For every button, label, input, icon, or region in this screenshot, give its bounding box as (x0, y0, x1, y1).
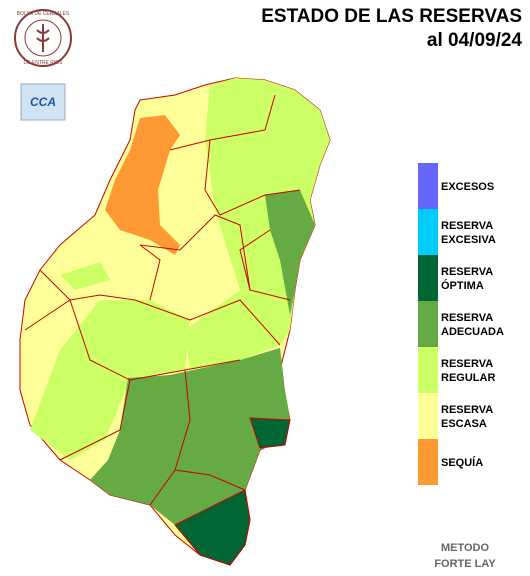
logo-text: CCA (30, 95, 56, 109)
legend-swatch (418, 209, 438, 255)
legend-label: EXCESOS (441, 181, 494, 193)
legend-label: ÓPTIMA (441, 279, 484, 292)
legend-label: RESERVA (441, 220, 493, 232)
legend-swatch (418, 255, 438, 301)
legend-label: ADECUADA (441, 326, 504, 338)
legend-label: SEQUÍA (441, 456, 483, 469)
legend-label: REGULAR (441, 372, 495, 384)
date: al 04/09/24 (427, 30, 523, 51)
legend-label: EXCESIVA (441, 234, 496, 246)
legend-swatch (418, 393, 438, 439)
province-map (19, 77, 331, 566)
logo-text: DE ENTRE RIOS (24, 60, 64, 66)
legend-label: RESERVA (441, 266, 493, 278)
bolsa-logo: BOLSA DE CEREALES DE ENTRE RIOS (14, 9, 72, 67)
legend-swatch (418, 347, 438, 393)
legend-swatch (418, 439, 438, 485)
legend-label: ESCASA (441, 418, 487, 430)
legend-swatch (418, 163, 438, 209)
legend-label: RESERVA (441, 404, 493, 416)
footer-text: METODO (441, 542, 490, 554)
legend: EXCESOSRESERVAEXCESIVARESERVAÓPTIMARESER… (418, 163, 504, 485)
legend-label: RESERVA (441, 312, 493, 324)
legend-label: RESERVA (441, 358, 493, 370)
logo-text: BOLSA DE CEREALES (17, 11, 70, 17)
footer-text: FORTE LAY (434, 558, 496, 570)
title: ESTADO DE LAS RESERVAS (261, 6, 522, 27)
legend-swatch (418, 301, 438, 347)
cca-logo: CCA (20, 83, 66, 121)
